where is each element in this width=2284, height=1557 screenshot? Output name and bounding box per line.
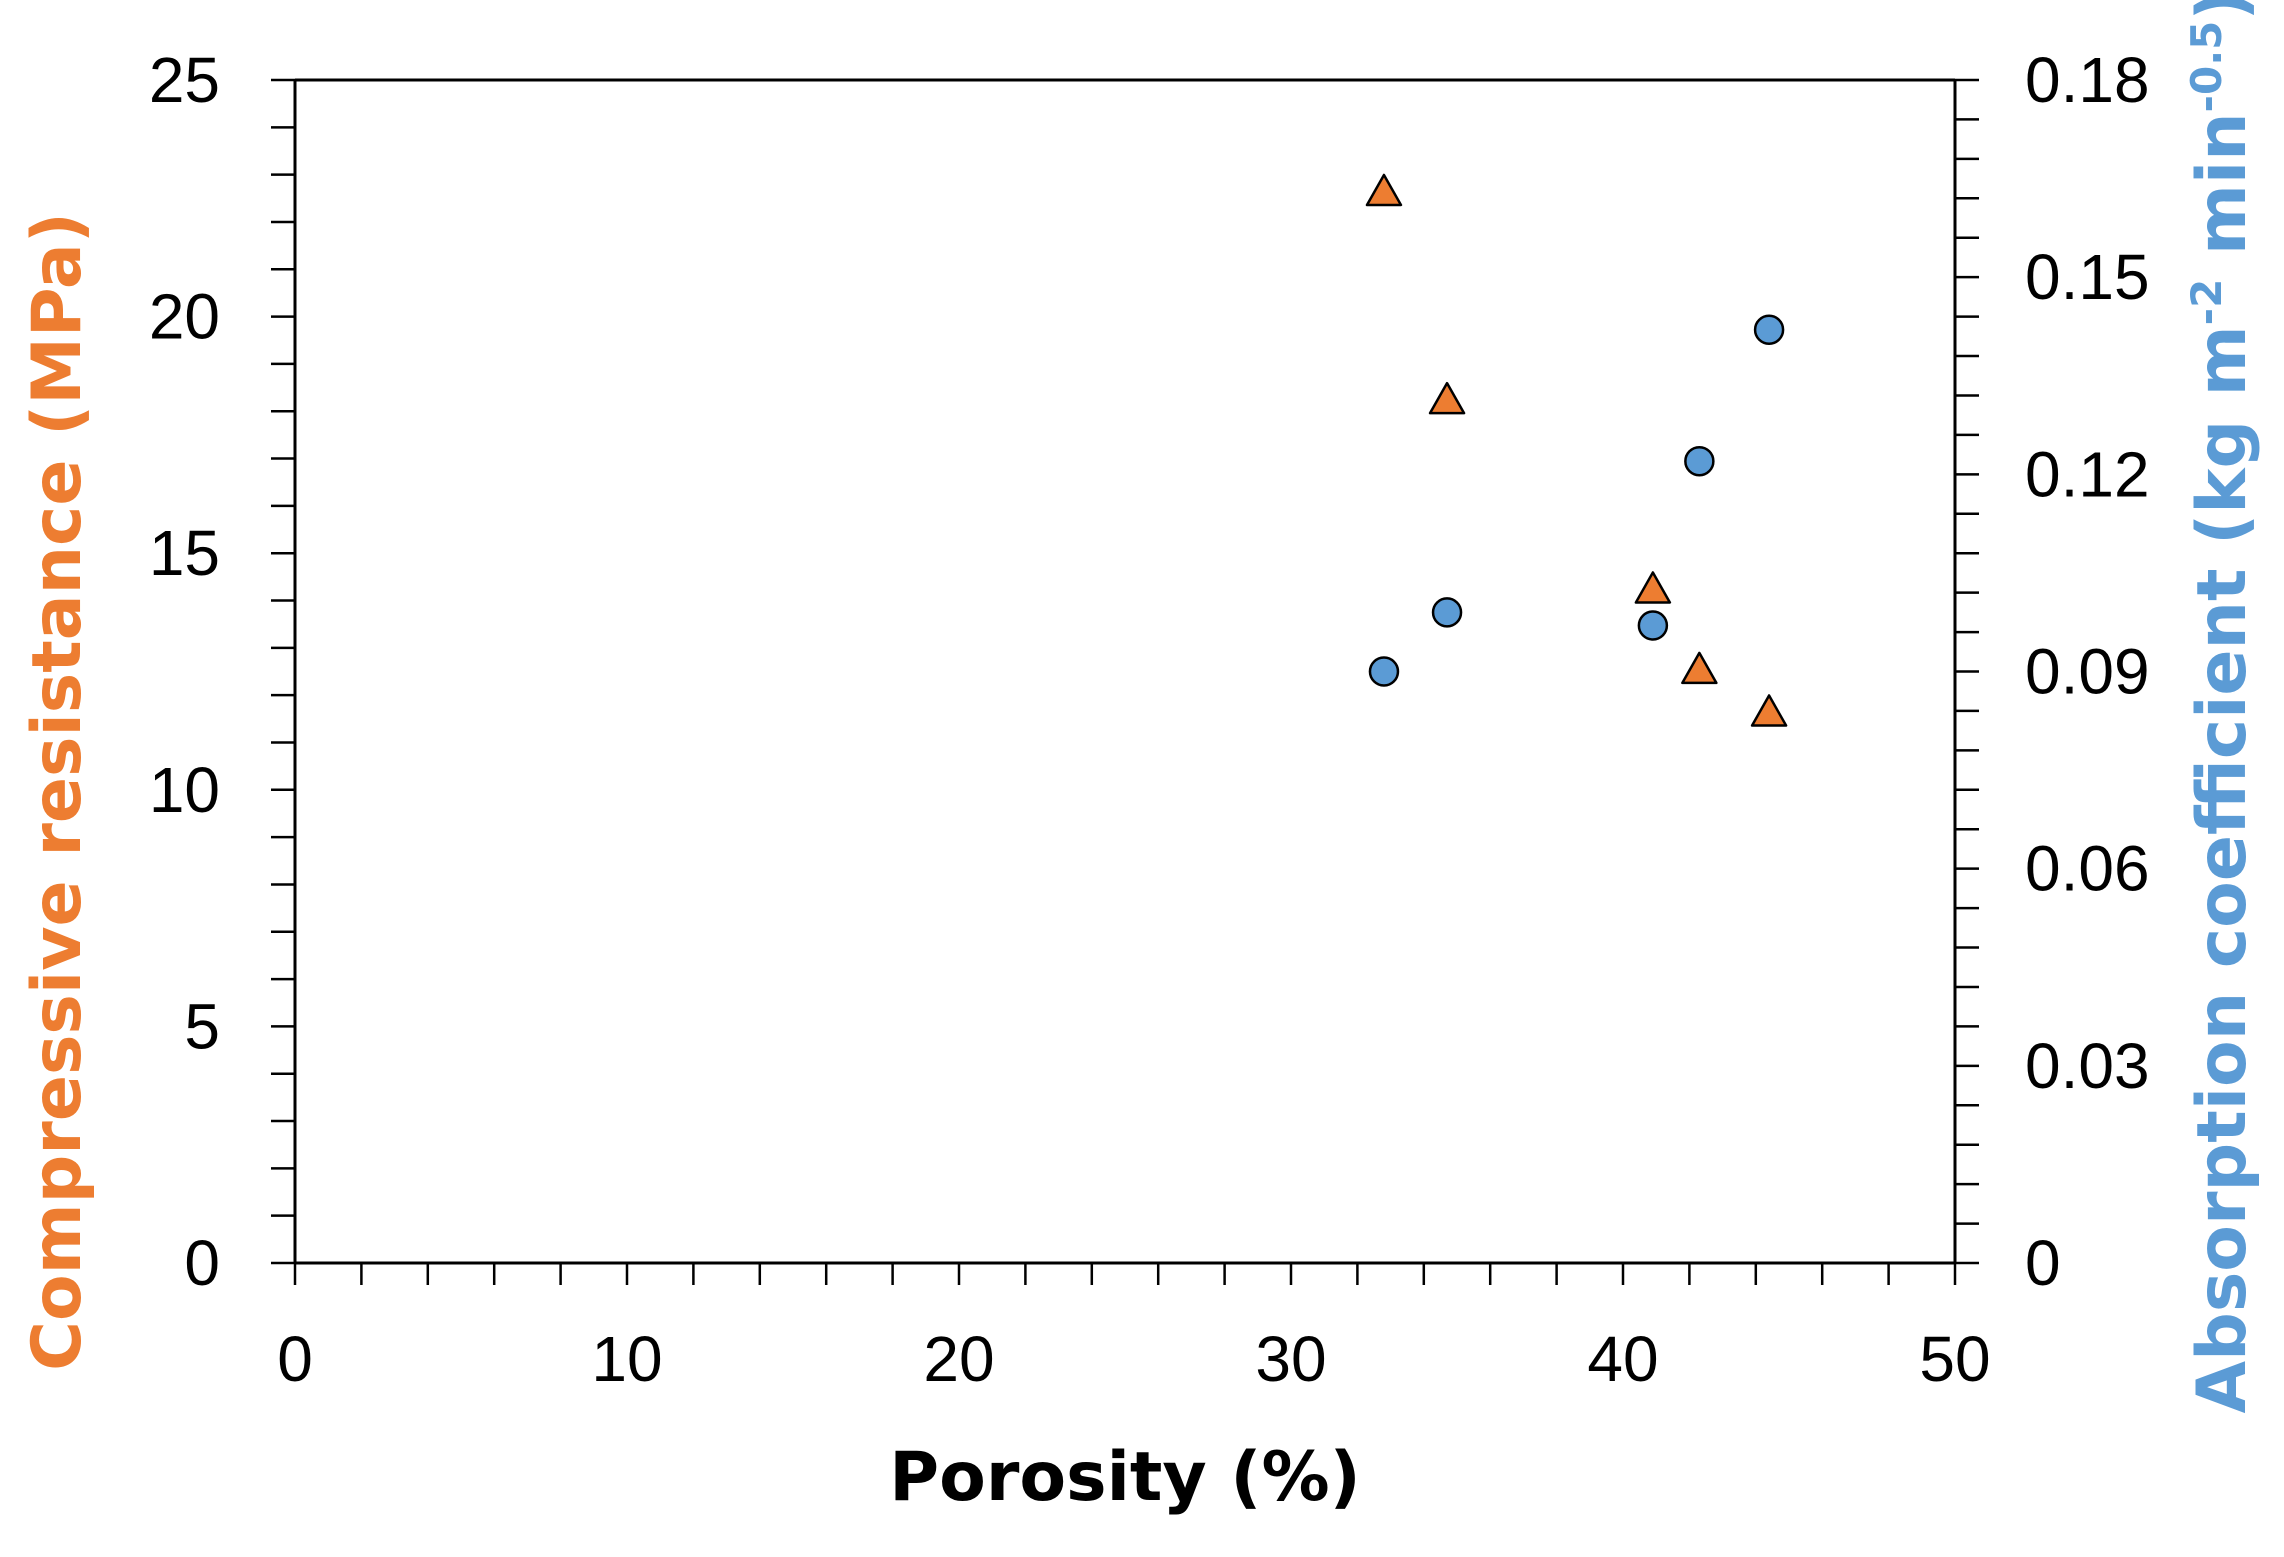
absorption-coefficient-point <box>1368 656 1400 687</box>
x-tick-label: 30 <box>1255 1323 1326 1395</box>
y-right-tick-label: 0 <box>2025 1227 2061 1299</box>
y-left-axis-title: Compressive resistance (MPa) <box>18 212 97 1371</box>
absorption-coefficient-point <box>1753 314 1785 345</box>
y-right-title-mid: min <box>2183 112 2262 278</box>
y-right-title-base: Absorption coefficient (kg m <box>2183 325 2262 1413</box>
y-right-tick-label: 0.03 <box>2025 1030 2150 1102</box>
absorption-coefficient-point <box>1637 610 1669 641</box>
y-left-tick-label: 0 <box>184 1227 220 1299</box>
y-right-tick-label: 0.15 <box>2025 241 2150 313</box>
y-right-title-end: ) <box>2183 0 2262 21</box>
absorption-coefficient-point <box>1431 597 1463 628</box>
y-left-tick-label: 15 <box>149 517 220 589</box>
y-right-tick-label: 0.06 <box>2025 833 2150 905</box>
data-points <box>1365 173 1788 727</box>
y-right-tick-label: 0.09 <box>2025 636 2150 708</box>
y-right-title-exp1: -2 <box>2182 279 2231 326</box>
compressive-resistance-point <box>1365 173 1403 207</box>
x-axis-title: Porosity (%) <box>889 1438 1360 1517</box>
x-tick-label: 40 <box>1587 1323 1658 1395</box>
y-left-tick-label: 20 <box>149 281 220 353</box>
x-tick-label: 0 <box>277 1323 313 1395</box>
y-left-tick-label: 25 <box>149 44 220 116</box>
tick-labels: 0 10 20 30 40 50 0 5 10 15 20 25 0 0.03 0.06 0.09 0.12 0.… <box>149 44 2150 1395</box>
y-left-tick-label: 10 <box>149 754 220 826</box>
axis-ticks <box>271 78 1979 1285</box>
compressive-resistance-point <box>1634 571 1672 604</box>
x-tick-label: 20 <box>923 1323 994 1395</box>
x-tick-label: 50 <box>1919 1323 1990 1395</box>
x-tick-label: 10 <box>591 1323 662 1395</box>
compressive-resistance-point <box>1428 381 1466 415</box>
absorption-coefficient-point <box>1684 445 1715 477</box>
y-left-tick-label: 5 <box>184 990 220 1062</box>
compressive-resistance-point <box>1681 651 1718 685</box>
y-right-axis-title: Absorption coefficient (kg m-2 min-0.5) <box>2182 0 2262 1413</box>
y-right-tick-label: 0.12 <box>2025 438 2150 510</box>
compressive-resistance-point <box>1750 694 1788 727</box>
y-right-title-exp2: -0.5 <box>2182 21 2231 113</box>
y-right-tick-label: 0.18 <box>2025 44 2150 116</box>
